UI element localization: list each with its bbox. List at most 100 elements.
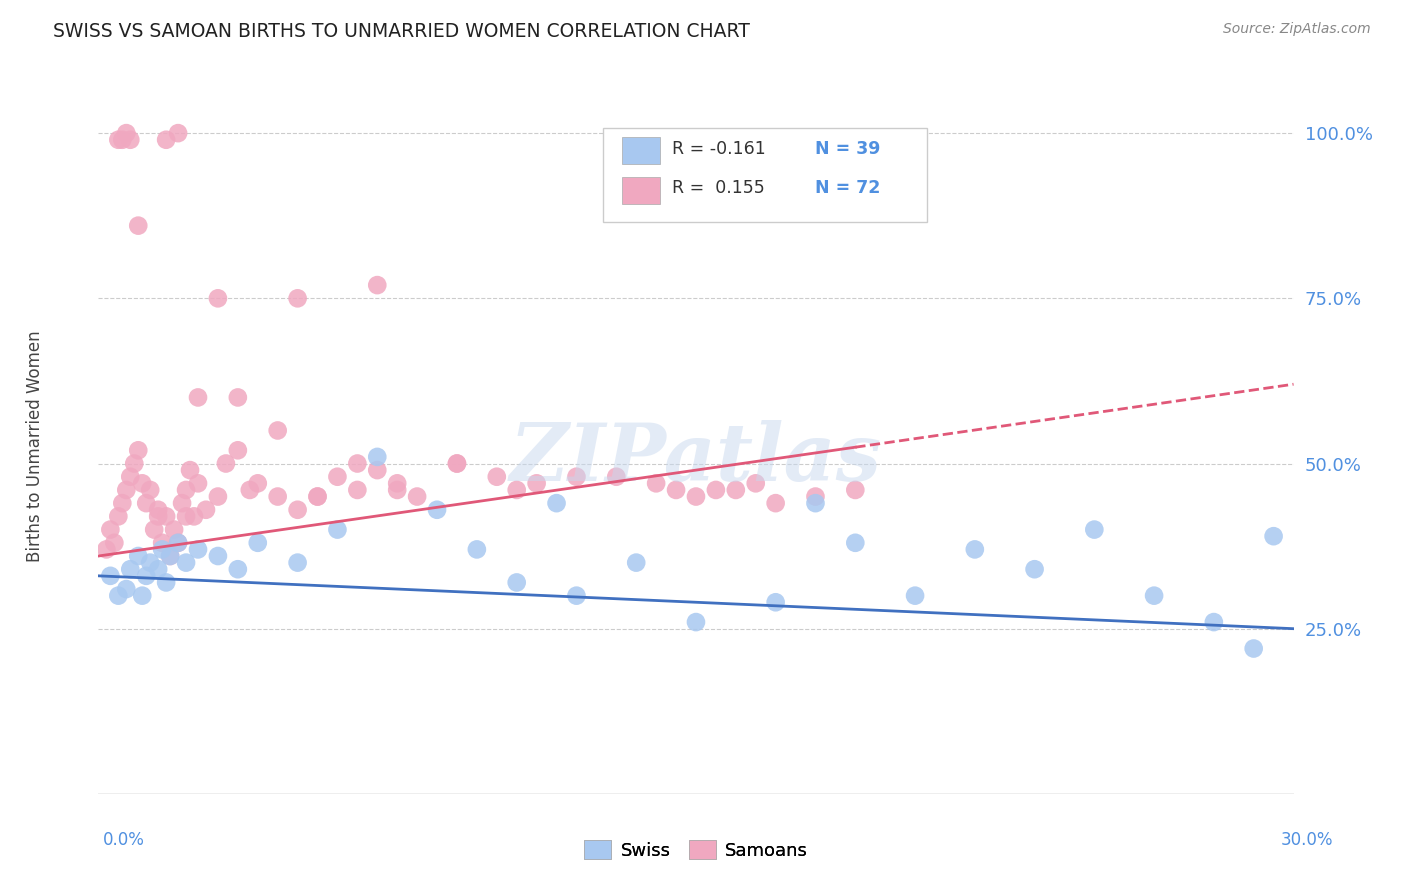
- Point: [127, 219, 149, 233]
- Point: [111, 133, 134, 147]
- Point: [267, 490, 290, 504]
- Point: [605, 469, 627, 483]
- Point: [167, 126, 190, 140]
- Point: [307, 490, 329, 504]
- Point: [685, 490, 707, 504]
- Point: [226, 443, 249, 458]
- Point: [1024, 562, 1046, 576]
- Point: [565, 469, 588, 483]
- Point: [346, 457, 368, 471]
- Point: [183, 509, 205, 524]
- Point: [326, 523, 349, 537]
- Point: [155, 133, 177, 147]
- Point: [385, 483, 409, 497]
- Point: [1243, 641, 1265, 656]
- Point: [685, 615, 707, 629]
- Point: [804, 496, 827, 510]
- Point: [765, 595, 787, 609]
- Point: [107, 589, 129, 603]
- Point: [565, 589, 588, 603]
- Point: [704, 483, 727, 497]
- Point: [207, 549, 229, 563]
- Point: [187, 391, 209, 405]
- Point: [115, 582, 138, 596]
- FancyBboxPatch shape: [621, 177, 661, 203]
- Point: [745, 476, 768, 491]
- Text: ZIPatlas: ZIPatlas: [510, 420, 882, 497]
- Point: [765, 496, 787, 510]
- Point: [226, 562, 249, 576]
- Point: [98, 569, 122, 583]
- Point: [307, 490, 329, 504]
- Point: [1083, 523, 1105, 537]
- Point: [385, 476, 409, 491]
- Point: [155, 575, 177, 590]
- Point: [366, 463, 388, 477]
- Point: [406, 490, 429, 504]
- Point: [115, 483, 138, 497]
- FancyBboxPatch shape: [603, 128, 927, 221]
- Point: [172, 496, 194, 510]
- Point: [246, 476, 269, 491]
- FancyBboxPatch shape: [621, 137, 661, 164]
- Point: [446, 457, 468, 471]
- Point: [135, 569, 157, 583]
- Point: [150, 542, 173, 557]
- Point: [904, 589, 927, 603]
- Text: R =  0.155: R = 0.155: [672, 179, 765, 197]
- Point: [366, 450, 388, 464]
- Text: Source: ZipAtlas.com: Source: ZipAtlas.com: [1223, 22, 1371, 37]
- Text: N = 39: N = 39: [815, 141, 880, 159]
- Point: [127, 549, 149, 563]
- Point: [155, 509, 177, 524]
- Point: [626, 556, 648, 570]
- Point: [207, 291, 229, 305]
- Point: [844, 536, 866, 550]
- Point: [226, 391, 249, 405]
- Point: [645, 476, 668, 491]
- Point: [131, 589, 153, 603]
- Point: [239, 483, 262, 497]
- Point: [179, 463, 201, 477]
- Point: [1143, 589, 1166, 603]
- Point: [124, 457, 146, 471]
- Text: R = -0.161: R = -0.161: [672, 141, 766, 159]
- Point: [135, 496, 157, 510]
- Point: [465, 542, 488, 557]
- Point: [127, 443, 149, 458]
- Point: [148, 562, 170, 576]
- Point: [120, 562, 142, 576]
- Point: [526, 476, 548, 491]
- Point: [1263, 529, 1285, 543]
- Point: [103, 536, 125, 550]
- Point: [167, 536, 190, 550]
- Point: [139, 483, 162, 497]
- Point: [96, 542, 118, 557]
- Point: [139, 556, 162, 570]
- Point: [143, 523, 166, 537]
- Point: [163, 523, 186, 537]
- Point: [207, 490, 229, 504]
- Point: [107, 133, 129, 147]
- Point: [120, 133, 142, 147]
- Point: [326, 469, 349, 483]
- Point: [159, 549, 181, 563]
- Point: [246, 536, 269, 550]
- Point: [98, 523, 122, 537]
- Point: [724, 483, 747, 497]
- Text: Births to Unmarried Women: Births to Unmarried Women: [27, 330, 44, 562]
- Point: [159, 549, 181, 563]
- Point: [174, 483, 197, 497]
- Text: N = 72: N = 72: [815, 179, 880, 197]
- Point: [804, 490, 827, 504]
- Point: [187, 542, 209, 557]
- Point: [366, 278, 388, 293]
- Point: [148, 509, 170, 524]
- Point: [174, 556, 197, 570]
- Point: [187, 476, 209, 491]
- Text: 0.0%: 0.0%: [103, 831, 145, 849]
- Point: [963, 542, 986, 557]
- Point: [150, 536, 173, 550]
- Point: [485, 469, 508, 483]
- Legend: Swiss, Samoans: Swiss, Samoans: [578, 833, 814, 867]
